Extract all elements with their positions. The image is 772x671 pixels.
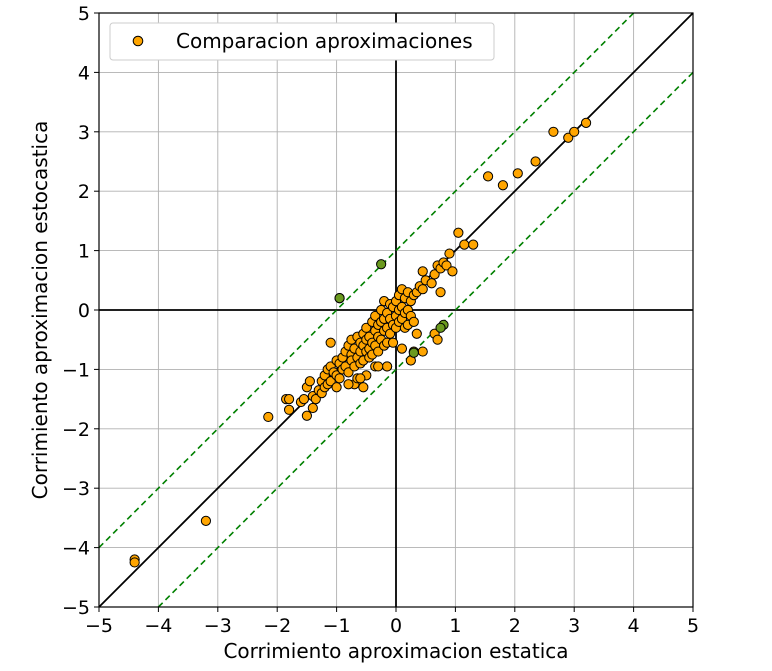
data-point bbox=[307, 402, 318, 414]
data-point bbox=[384, 328, 396, 339]
data-point bbox=[301, 410, 312, 421]
legend-label: Comparacion aproximaciones bbox=[176, 29, 473, 53]
data-point bbox=[343, 379, 354, 390]
x-axis-title: Corrimiento aproximacion estatica bbox=[223, 639, 568, 663]
y-tick-label: 1 bbox=[78, 241, 90, 263]
data-point bbox=[200, 515, 212, 526]
x-tick-label: −2 bbox=[263, 615, 291, 637]
y-tick-label: −5 bbox=[62, 597, 90, 619]
data-point bbox=[429, 269, 440, 280]
data-point bbox=[361, 322, 372, 333]
y-tick-label: 2 bbox=[78, 181, 90, 203]
x-tick-label: −5 bbox=[85, 615, 113, 637]
data-point bbox=[370, 310, 381, 322]
x-tick-label: −3 bbox=[204, 615, 232, 637]
y-tick-label: 0 bbox=[78, 300, 90, 322]
upper-band-line bbox=[98, 12, 635, 549]
data-point bbox=[373, 361, 384, 372]
data-point bbox=[381, 361, 393, 372]
data-point bbox=[325, 376, 336, 387]
data-point bbox=[580, 117, 592, 128]
data-point bbox=[569, 126, 580, 137]
legend-marker bbox=[132, 35, 144, 47]
data-point bbox=[468, 239, 479, 250]
data-point-highlight bbox=[334, 293, 345, 304]
y-tick-label: −1 bbox=[62, 359, 90, 381]
legend-box bbox=[109, 22, 495, 61]
data-point bbox=[441, 260, 452, 271]
x-tick-label: 3 bbox=[568, 615, 580, 637]
y-tick-label: −3 bbox=[62, 478, 90, 500]
legend: Comparacion aproximaciones bbox=[109, 22, 495, 61]
data-point bbox=[459, 239, 470, 250]
data-point bbox=[387, 337, 399, 348]
data-point bbox=[263, 411, 274, 423]
y-tick-label: −4 bbox=[62, 538, 90, 560]
data-point-highlight bbox=[376, 259, 387, 270]
data-point bbox=[129, 557, 140, 568]
data-point bbox=[432, 334, 443, 345]
data-point bbox=[325, 337, 336, 348]
x-tick-label: 0 bbox=[390, 615, 402, 637]
data-point bbox=[396, 343, 408, 354]
data-point bbox=[373, 346, 384, 357]
data-point-highlight bbox=[435, 322, 446, 333]
x-tick-label: −1 bbox=[323, 615, 351, 637]
data-point bbox=[426, 278, 437, 289]
data-point bbox=[343, 367, 354, 378]
data-point bbox=[304, 376, 315, 387]
data-point bbox=[355, 373, 366, 384]
x-tick-labels: −5 −4 −3 −2 −1 0 1 2 3 4 5 bbox=[85, 607, 699, 637]
y-tick-labels: −5 −4 −3 −2 −1 0 1 2 3 4 5 bbox=[62, 3, 99, 619]
data-point bbox=[453, 227, 464, 238]
lower-band-line bbox=[157, 71, 694, 608]
data-point bbox=[447, 266, 458, 277]
data-point bbox=[283, 404, 295, 415]
x-tick-label: 1 bbox=[449, 615, 461, 637]
data-point bbox=[411, 328, 422, 339]
data-point bbox=[408, 316, 419, 327]
data-point bbox=[298, 394, 310, 405]
y-tick-label: 3 bbox=[78, 122, 90, 144]
data-point bbox=[512, 168, 523, 179]
y-tick-label: 5 bbox=[78, 3, 90, 25]
data-point bbox=[283, 394, 295, 405]
data-point bbox=[497, 180, 509, 191]
data-point bbox=[417, 284, 428, 295]
data-point bbox=[530, 156, 541, 167]
data-point-highlight bbox=[408, 347, 419, 358]
data-point bbox=[548, 126, 559, 137]
data-point bbox=[417, 346, 428, 357]
data-point bbox=[482, 171, 494, 182]
data-point bbox=[444, 248, 455, 259]
data-point bbox=[310, 394, 321, 405]
x-tick-label: 4 bbox=[628, 615, 640, 637]
x-tick-label: 5 bbox=[687, 615, 699, 637]
data-point bbox=[563, 132, 574, 143]
y-axis-title: Corrimiento aproximacion estocastica bbox=[28, 121, 52, 500]
y-tick-label: −2 bbox=[62, 419, 90, 441]
data-point bbox=[331, 382, 342, 393]
data-points bbox=[129, 117, 592, 568]
data-point bbox=[417, 266, 428, 277]
data-point bbox=[334, 373, 345, 384]
data-point bbox=[435, 287, 446, 298]
data-point bbox=[358, 382, 369, 393]
y-tick-label: 4 bbox=[78, 62, 90, 84]
x-tick-label: −4 bbox=[144, 615, 172, 637]
x-tick-label: 2 bbox=[509, 615, 521, 637]
